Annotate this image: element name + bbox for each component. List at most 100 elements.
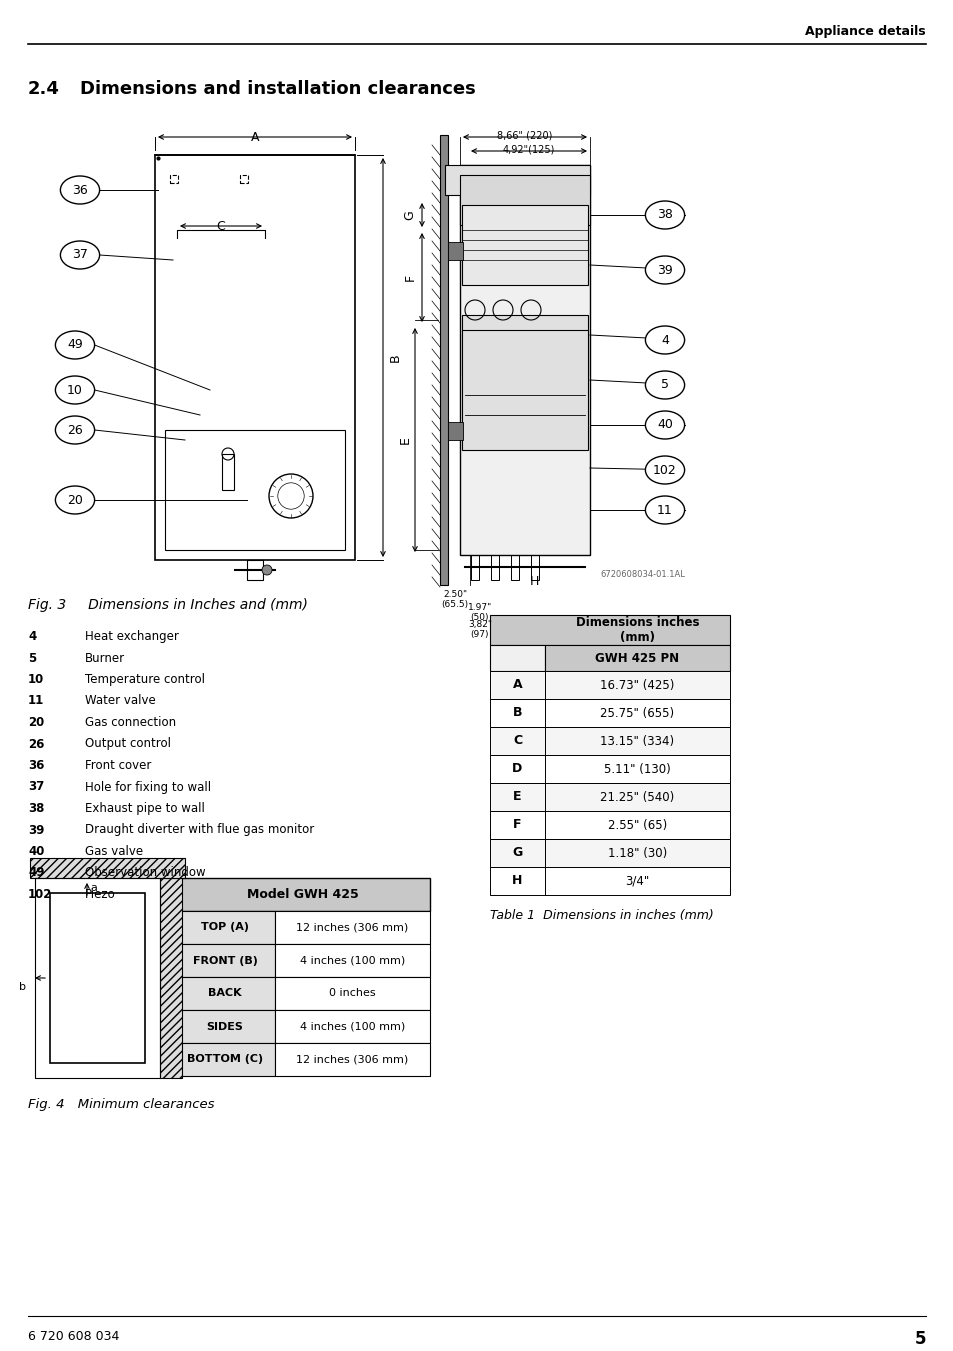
Bar [491,555,498,580]
Bar [490,755,544,784]
Text: TOP (A): TOP (A) [201,923,249,932]
Ellipse shape [60,176,99,204]
Text: Front cover: Front cover [85,759,152,771]
Text: 40: 40 [28,844,45,858]
Text: 38: 38 [28,802,45,815]
Ellipse shape [645,326,684,354]
Text: B: B [512,707,521,720]
Text: Burner: Burner [85,651,125,665]
Text: FRONT (B): FRONT (B) [193,955,257,966]
Bar [165,430,345,550]
Bar [448,422,462,440]
Bar [544,755,729,784]
Bar [35,878,160,1078]
Text: 20: 20 [67,493,83,507]
Bar [240,176,248,182]
Bar [274,911,430,944]
Text: 37: 37 [28,781,44,793]
Text: Hole for fixing to wall: Hole for fixing to wall [85,781,211,793]
Text: 49: 49 [67,339,83,351]
Text: Gas connection: Gas connection [85,716,176,730]
Text: 11: 11 [28,694,44,708]
Text: B: B [389,353,401,362]
Text: 36: 36 [28,759,45,771]
Text: 20: 20 [28,716,44,730]
Bar [490,727,544,755]
Text: 1.18" (30): 1.18" (30) [607,847,666,859]
Ellipse shape [645,496,684,524]
Text: 37: 37 [72,249,88,262]
Text: 4 inches (100 mm): 4 inches (100 mm) [299,955,405,966]
Bar [490,811,544,839]
Text: H: H [530,576,538,588]
Text: Appliance details: Appliance details [804,26,925,38]
Text: Dimensions and installation clearances: Dimensions and installation clearances [80,80,476,99]
Text: Minimum clearances: Minimum clearances [65,1098,214,1111]
Text: A: A [251,131,259,145]
Text: 6 720 608 034: 6 720 608 034 [28,1329,119,1343]
Text: 3/4": 3/4" [625,874,649,888]
Text: Observation window: Observation window [85,866,206,880]
Text: E: E [513,790,521,804]
Bar [544,867,729,894]
Text: Temperature control: Temperature control [85,673,205,686]
Text: Output control: Output control [85,738,171,751]
Bar [174,1011,274,1043]
Text: 2.55" (65): 2.55" (65) [607,819,666,831]
Text: 26: 26 [67,423,83,436]
Bar [448,242,462,259]
Text: 26: 26 [28,738,45,751]
Ellipse shape [60,240,99,269]
Text: 1.97"
(50): 1.97" (50) [467,603,492,623]
Text: 5: 5 [914,1329,925,1348]
Bar [170,176,178,182]
Text: Piezo: Piezo [85,888,115,901]
Bar [247,561,263,580]
Bar [30,858,185,878]
Bar [490,698,544,727]
Text: F: F [403,273,416,281]
Bar [274,977,430,1011]
Text: SIDES: SIDES [207,1021,243,1032]
Bar [490,671,544,698]
Bar [461,330,587,450]
Ellipse shape [645,411,684,439]
Text: Water valve: Water valve [85,694,155,708]
Text: 38: 38 [657,208,672,222]
Bar [461,315,587,376]
Bar [274,1011,430,1043]
Text: Heat exchanger: Heat exchanger [85,630,179,643]
Text: H: H [512,874,522,888]
Bar [490,867,544,894]
Text: BOTTOM (C): BOTTOM (C) [187,1055,263,1065]
Ellipse shape [55,486,94,513]
Bar [174,977,274,1011]
Bar [490,615,729,644]
Text: GWH 425 PN: GWH 425 PN [595,651,679,665]
Ellipse shape [645,255,684,284]
Bar [174,944,274,977]
Text: 10: 10 [28,673,44,686]
Text: 5: 5 [660,378,668,392]
Text: C: C [513,735,521,747]
Bar [490,644,544,671]
Text: 49: 49 [28,866,45,880]
Text: 5.11" (130): 5.11" (130) [603,762,670,775]
Text: G: G [512,847,522,859]
Bar [174,1043,274,1075]
Bar [544,811,729,839]
Text: BACK: BACK [208,989,241,998]
Bar [459,165,589,555]
Bar [544,644,729,671]
Text: D: D [512,762,522,775]
Text: 12 inches (306 mm): 12 inches (306 mm) [296,1055,408,1065]
Text: 10: 10 [67,384,83,396]
Text: a: a [90,884,97,893]
Bar [459,176,589,226]
Text: Fig. 3: Fig. 3 [28,598,66,612]
Text: 4 inches (100 mm): 4 inches (100 mm) [299,1021,405,1032]
Text: 8,66" (220): 8,66" (220) [497,131,552,141]
Text: 40: 40 [657,419,672,431]
Text: Dimensions in Inches and (mm): Dimensions in Inches and (mm) [75,598,308,612]
Bar [174,911,274,944]
